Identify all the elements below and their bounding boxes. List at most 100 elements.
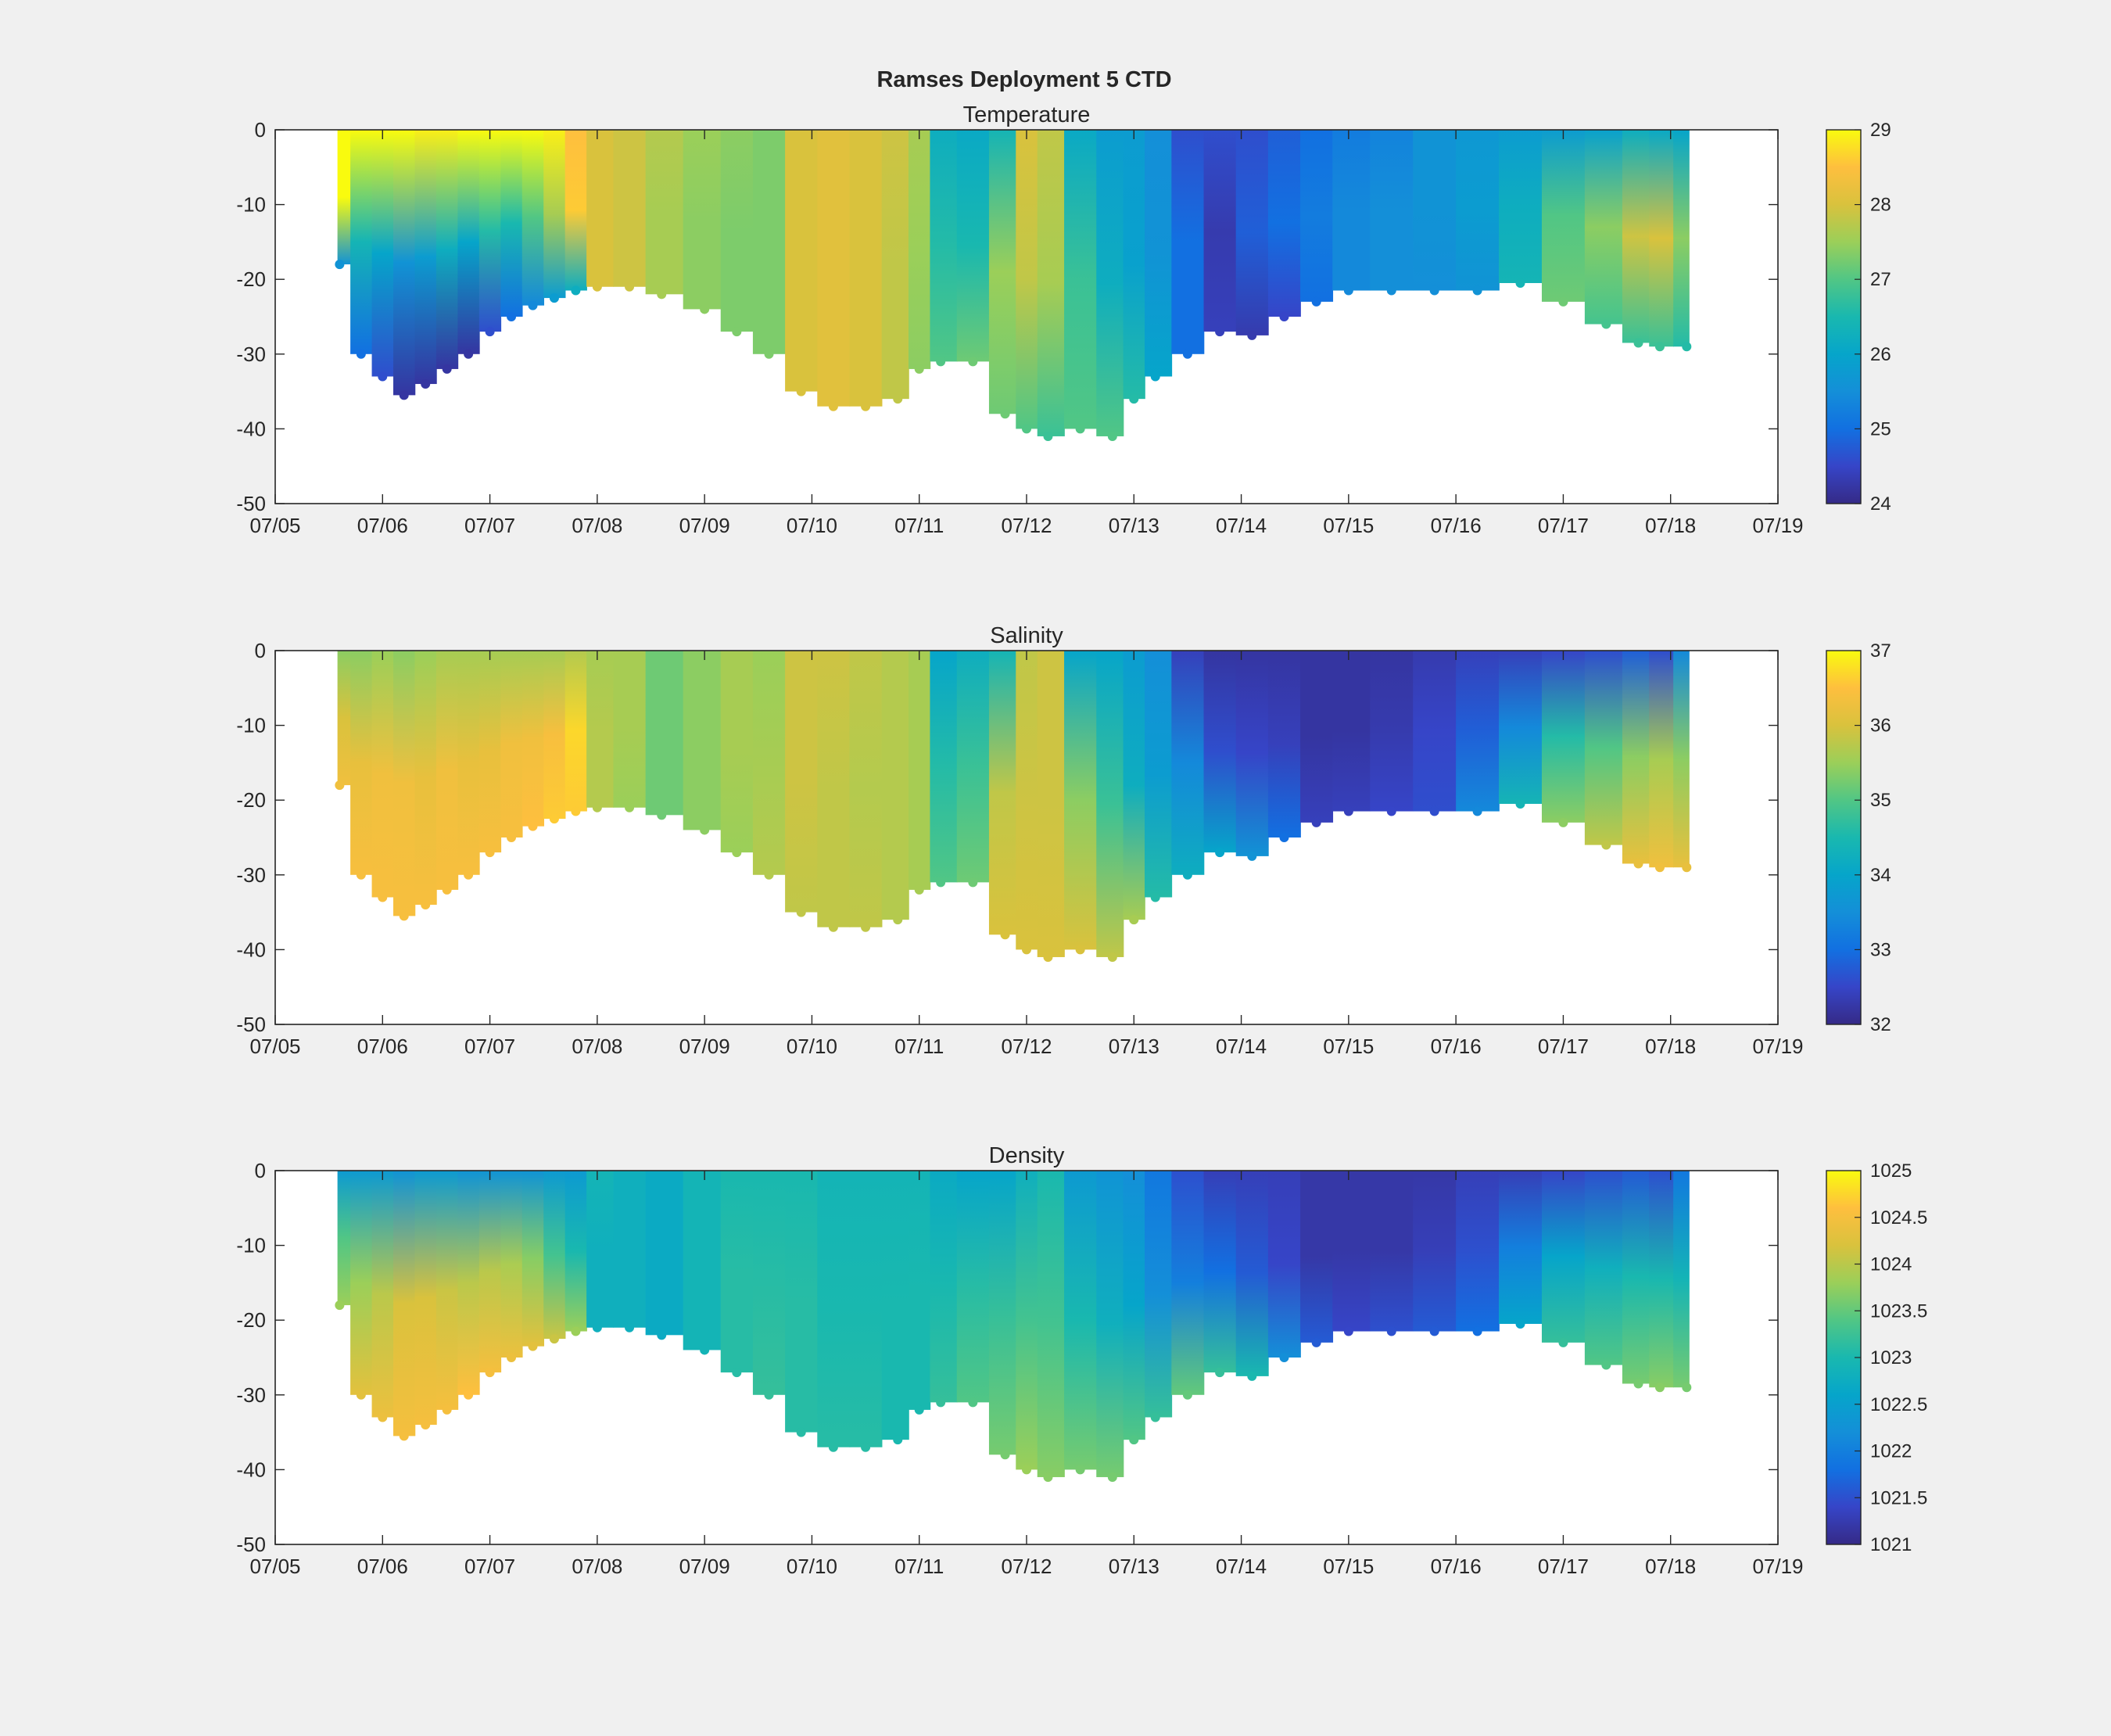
x-tick-label: 07/12 [1001, 1035, 1052, 1058]
profile-column [350, 651, 373, 875]
profile-column [414, 651, 437, 906]
profile-bottom-point [528, 300, 538, 310]
profile-bottom-point [549, 814, 559, 824]
profile-column [564, 1171, 587, 1332]
profile-bottom-point [1515, 278, 1525, 288]
profile-bottom-point [592, 282, 602, 292]
colorbar [1826, 650, 1862, 1025]
profile-bottom-point [399, 911, 409, 921]
profile-column [500, 130, 523, 317]
profile-columns [335, 651, 1692, 962]
y-tick-label: -40 [236, 417, 266, 440]
profile-column [881, 651, 909, 920]
profile-column [785, 651, 819, 913]
profile-column [1145, 651, 1173, 898]
x-tick-label: 07/05 [249, 514, 300, 537]
profile-bottom-point [1633, 338, 1643, 348]
colorbar-tick-label: 1024 [1870, 1254, 1912, 1275]
profile-bottom-point [399, 390, 409, 400]
profile-bottom-point [507, 1353, 517, 1362]
profile-bottom-point [1515, 1318, 1525, 1329]
profile-column [613, 1171, 647, 1328]
profile-column [1499, 1171, 1543, 1324]
profile-column [435, 130, 459, 369]
y-tick-label: 0 [255, 639, 266, 662]
profile-column [414, 1171, 437, 1426]
profile-column [908, 130, 931, 369]
profile-column [1673, 651, 1690, 868]
x-tick-label: 07/16 [1431, 1035, 1482, 1058]
profile-bottom-point [378, 371, 388, 382]
profile-columns [335, 130, 1692, 441]
profile-column [1673, 130, 1690, 347]
profile-column [1649, 130, 1674, 347]
y-tick-label: -10 [236, 193, 266, 217]
profile-bottom-point [1022, 945, 1031, 955]
profile-bottom-point [625, 282, 635, 292]
y-tick-label: -20 [236, 267, 266, 291]
profile-bottom-point [356, 349, 366, 359]
profile-bottom-point [1075, 1465, 1085, 1475]
x-tick-label: 07/06 [357, 1035, 408, 1058]
profile-bottom-point [335, 780, 345, 791]
profile-bottom-point [764, 870, 774, 880]
x-tick-label: 07/16 [1431, 1555, 1482, 1578]
profile-bottom-point [571, 1326, 581, 1336]
colorbar-tick-label: 1023 [1870, 1347, 1912, 1368]
profile-bottom-point [700, 304, 710, 314]
profile-bottom-point [1129, 915, 1139, 925]
profile-column [1332, 1171, 1371, 1332]
profile-bottom-point [1558, 296, 1568, 307]
x-tick-label: 07/14 [1216, 1035, 1267, 1058]
profile-column [564, 130, 587, 291]
profile-column [1235, 1171, 1269, 1376]
profile-bottom-point [1279, 833, 1289, 842]
profile-column [1584, 130, 1623, 325]
profile-column [1037, 651, 1065, 957]
profile-column [1413, 651, 1457, 812]
x-tick-label: 07/16 [1431, 514, 1482, 537]
profile-bottom-point [700, 825, 710, 835]
y-tick-label: -40 [236, 1458, 266, 1481]
colorbar-tick-label: 24 [1870, 493, 1891, 515]
profile-bottom-point [732, 1368, 742, 1378]
profile-column [1622, 1171, 1650, 1384]
y-tick-label: -50 [236, 492, 266, 515]
profile-bottom-point [378, 1412, 388, 1422]
panels: 07/05 07/06 07/07 07/08 07/09 07/10 07/11 07/12… [236, 102, 1927, 1578]
x-tick-label: 07/17 [1538, 514, 1589, 537]
profile-bottom-point [442, 364, 452, 374]
profile-column [930, 130, 958, 362]
profile-column [1584, 1171, 1623, 1365]
y-tick-label: -50 [236, 1533, 266, 1556]
profile-column [1649, 1171, 1674, 1388]
profile-bottom-point [914, 884, 924, 895]
y-tick-label: 0 [255, 1159, 266, 1182]
profile-column [586, 130, 615, 287]
profile-bottom-point [1215, 327, 1225, 337]
profile-bottom-point [1311, 296, 1321, 307]
profile-bottom-point [464, 349, 474, 359]
profile-column [1123, 651, 1145, 920]
profile-column [1171, 1171, 1205, 1395]
x-tick-label: 07/07 [464, 514, 515, 537]
profile-bottom-point [421, 900, 431, 910]
profile-column [1096, 1171, 1124, 1477]
x-tick-label: 07/10 [787, 514, 837, 537]
profile-bottom-point [1215, 848, 1225, 858]
profile-bottom-point [1129, 394, 1139, 404]
x-tick-label: 07/15 [1323, 1035, 1374, 1058]
x-tick-label: 07/13 [1109, 514, 1159, 537]
profile-bottom-point [732, 327, 742, 337]
x-tick-label: 07/18 [1645, 1555, 1696, 1578]
colorbar [1826, 129, 1862, 504]
x-tick-label: 07/19 [1752, 1555, 1803, 1578]
profile-bottom-point [592, 802, 602, 812]
profile-bottom-point [549, 293, 559, 303]
profile-column [586, 1171, 615, 1328]
profile-column [1649, 651, 1674, 868]
profile-bottom-point [485, 327, 495, 337]
profile-column [521, 1171, 545, 1347]
colorbar-tick-label: 37 [1870, 640, 1891, 662]
